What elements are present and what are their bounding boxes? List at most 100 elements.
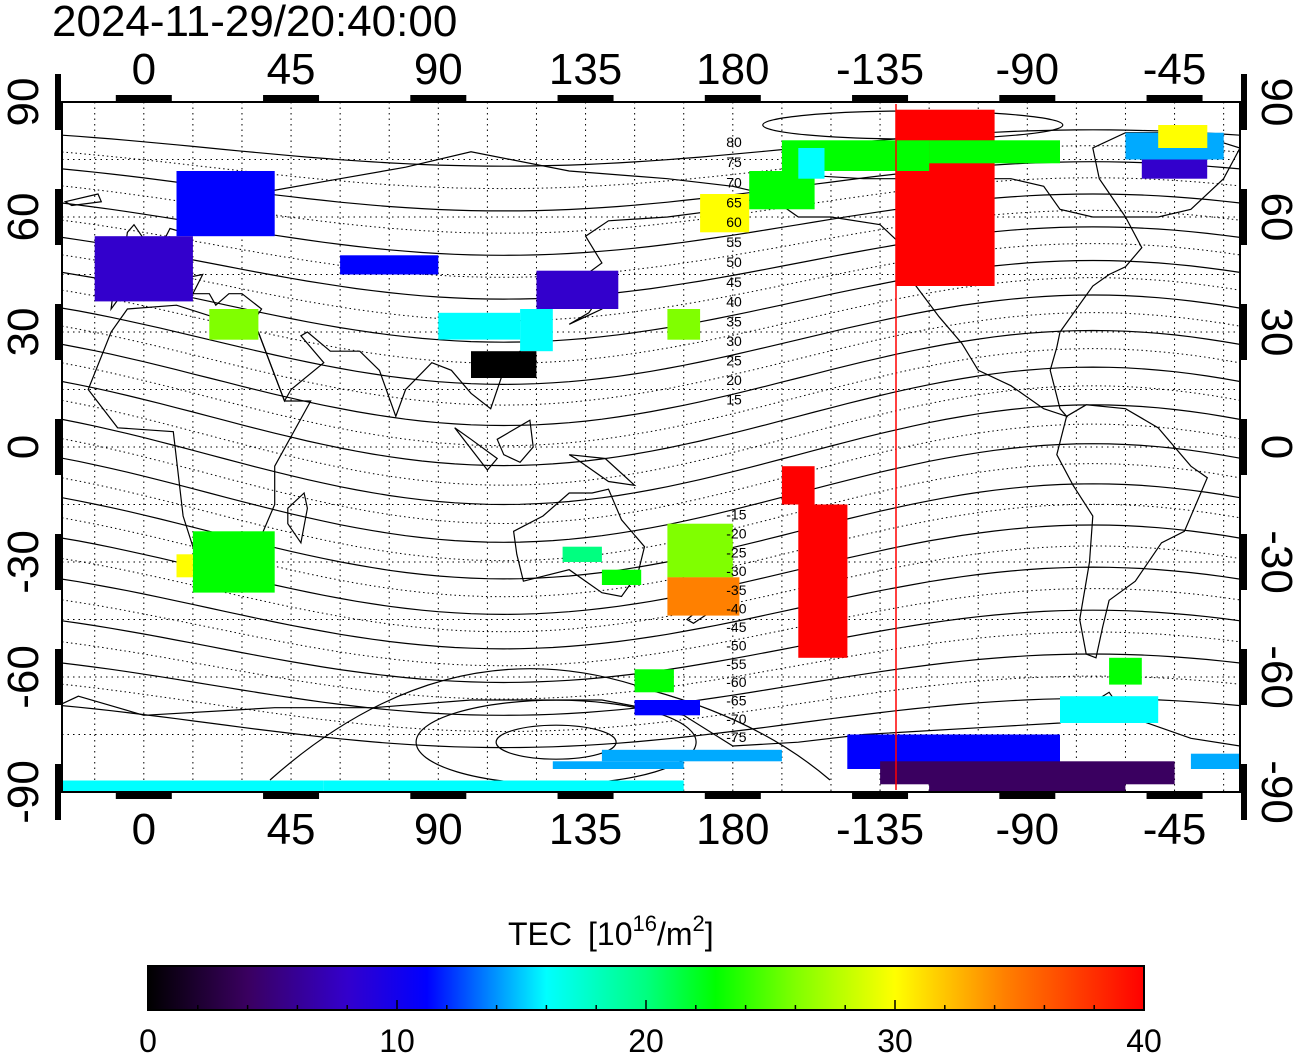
tec-patch xyxy=(798,148,825,179)
colorbar-title: TEC [1016/m2] xyxy=(508,911,714,952)
tec-patch xyxy=(176,554,193,578)
contour-line xyxy=(62,329,1240,427)
tec-patch xyxy=(62,780,324,792)
top-lon-label: -135 xyxy=(836,45,924,94)
coastline xyxy=(87,304,312,578)
lat-lon-grid xyxy=(62,102,1240,792)
contour-label: -30 xyxy=(726,563,746,579)
tec-patch xyxy=(601,749,782,762)
tick-bar xyxy=(410,95,467,101)
contour-label: 75 xyxy=(726,154,742,170)
coastline xyxy=(496,419,534,464)
contour-labels: 80 75 70 65 60 55 50 45 40 35 30 25 20 15 -15 -20 -25 -30… xyxy=(726,134,746,745)
bottom-lon-label: -45 xyxy=(1143,805,1207,854)
tick-bar xyxy=(1241,764,1247,820)
tick-bar xyxy=(1241,304,1247,360)
contour-line xyxy=(269,668,831,781)
tec-patch xyxy=(667,309,701,340)
colorbar-tick-label: 40 xyxy=(1126,1023,1162,1057)
tick-bar xyxy=(55,649,61,705)
tick-bar xyxy=(55,419,61,475)
tec-patch xyxy=(667,577,740,616)
tec-patch xyxy=(634,700,700,716)
colorbar-tick-label: 20 xyxy=(628,1023,664,1057)
tick-bar xyxy=(55,189,61,245)
contour-label: 55 xyxy=(726,234,742,250)
contour-label: 45 xyxy=(726,274,742,290)
contour-label: 65 xyxy=(726,194,742,210)
tick-bar xyxy=(55,764,61,820)
contour-ring xyxy=(495,724,617,760)
contour-line xyxy=(62,588,1240,667)
contour-line xyxy=(62,404,1240,506)
contour-line xyxy=(62,129,1240,167)
contour-label: -60 xyxy=(726,674,746,690)
left-lat-label: -60 xyxy=(0,645,48,709)
contour-label: 25 xyxy=(726,353,742,369)
contour-label: -40 xyxy=(726,600,746,616)
tick-bar xyxy=(115,793,172,799)
right-lat-label: 0 xyxy=(1252,435,1294,459)
tick-bar xyxy=(852,95,909,101)
tick-bar xyxy=(1146,793,1203,799)
contour-line xyxy=(62,226,1240,300)
contour-label: -15 xyxy=(726,507,746,523)
colorbar-gradient xyxy=(147,965,1145,1011)
colorbar-tick-label: 0 xyxy=(139,1023,157,1057)
contour-label: 80 xyxy=(726,134,742,150)
bottom-longitude-axis: 0 45 90 135 180 -135 -90 -45 xyxy=(132,805,1207,854)
right-lat-label: 90 xyxy=(1252,78,1294,127)
tec-patch xyxy=(520,309,553,352)
contour-line xyxy=(62,209,1240,278)
left-lat-label: -30 xyxy=(0,530,48,594)
contour-line xyxy=(62,243,1240,322)
bottom-lon-label: 135 xyxy=(549,805,622,854)
tec-patch xyxy=(94,236,193,302)
contour-line xyxy=(62,631,1240,700)
left-lat-label: 90 xyxy=(0,78,48,127)
tick-bar xyxy=(1146,95,1203,101)
left-latitude-axis: 90 60 30 0 -30 -60 -90 xyxy=(0,78,48,824)
contour-line xyxy=(62,443,1240,543)
tick-bar xyxy=(55,534,61,590)
tick-bar xyxy=(263,95,320,101)
tec-patch xyxy=(601,569,642,585)
left-lat-label: 0 xyxy=(0,435,48,459)
contour-label: 20 xyxy=(726,372,742,388)
contour-line xyxy=(62,294,1240,386)
tick-bar xyxy=(999,793,1056,799)
tec-patch xyxy=(438,312,521,340)
tec-data-patches xyxy=(62,109,1240,792)
right-lat-label: 30 xyxy=(1252,308,1294,357)
contour-label: -70 xyxy=(726,711,746,727)
tick-bar xyxy=(852,793,909,799)
coastline xyxy=(454,427,499,471)
tec-patch xyxy=(896,109,995,286)
contour-label: -45 xyxy=(726,619,746,635)
contour-label: 40 xyxy=(726,294,742,310)
bottom-lon-label: 0 xyxy=(132,805,156,854)
contour-label: 50 xyxy=(726,254,742,270)
tick-bar xyxy=(55,74,61,130)
tec-patch xyxy=(667,523,733,578)
tec-patch xyxy=(1141,159,1208,179)
map-panel: 80 75 70 65 60 55 50 45 40 35 30 25 20 15 -15 -20 -25 -30… xyxy=(55,74,1247,820)
tec-patch xyxy=(1190,753,1240,769)
top-lon-label: 135 xyxy=(549,45,622,94)
contour-label: -75 xyxy=(726,729,746,745)
tick-bar xyxy=(1241,189,1247,245)
contour-label: 30 xyxy=(726,333,742,349)
tec-patch xyxy=(929,772,1126,792)
contour-line xyxy=(62,145,1240,190)
contour-label: -55 xyxy=(726,656,746,672)
tec-patch xyxy=(536,270,619,309)
contour-label: 35 xyxy=(726,313,742,329)
tick-bar xyxy=(263,793,320,799)
tick-bar xyxy=(1241,649,1247,705)
tec-patch xyxy=(209,309,259,340)
tec-patch xyxy=(562,546,602,562)
left-lat-label: 60 xyxy=(0,193,48,242)
contour-line xyxy=(62,366,1240,467)
contour-line xyxy=(62,463,1240,562)
